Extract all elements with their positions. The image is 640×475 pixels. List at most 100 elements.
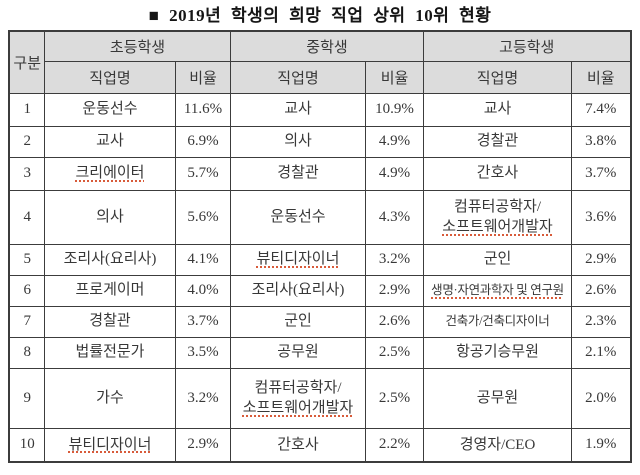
job-text: 소프트웨어개발자 (442, 219, 553, 235)
job-cell: 항공기승무원 (423, 336, 572, 369)
job-text: 컴퓨터공학자/ (454, 198, 541, 215)
ratio-cell: 2.5% (365, 367, 424, 429)
job-cell: 공무원 (230, 336, 366, 369)
ratio-cell: 1.9% (570, 427, 632, 463)
job-cell: 법률전문가 (43, 336, 176, 369)
rank-cell: 10 (8, 427, 45, 463)
table-row: 9 가수 3.2% 컴퓨터공학자/소프트웨어개발자 2.5% 공무원 2.0% (8, 367, 632, 429)
job-text: 공무원 (277, 344, 319, 361)
ratio-cell: 2.3% (570, 305, 632, 338)
rank-cell: 1 (8, 92, 45, 127)
corner-header-cell: 구분 (8, 30, 45, 94)
job-text: 뷰티디자이너 (68, 436, 152, 453)
job-cell: 간호사 (230, 427, 366, 463)
job-text: 경찰관 (89, 313, 131, 330)
job-cell: 운동선수 (230, 189, 366, 245)
job-cell: 크리에이터 (43, 156, 176, 191)
table-row: 3 크리에이터 5.7% 경찰관 4.9% 간호사 3.7% (8, 156, 632, 191)
job-text: 조리사(요리사) (63, 251, 157, 268)
job-text: 뷰티디자이너 (256, 251, 340, 268)
ratio-cell: 3.5% (174, 336, 232, 369)
job-text: 교사 (284, 101, 312, 118)
table-row: 10 뷰티디자이너 2.9% 간호사 2.2% 경영자/CEO 1.9% (8, 427, 632, 463)
ratio-cell: 4.3% (365, 189, 424, 245)
table-row: 8 법률전문가 3.5% 공무원 2.5% 항공기승무원 2.1% (8, 336, 632, 369)
job-text: 간호사 (476, 165, 519, 182)
job-text: 컴퓨터공학자/ (254, 379, 342, 396)
ratio-cell: 2.6% (570, 274, 632, 307)
job-cell: 군인 (423, 243, 572, 276)
job-text: 건축가/건축디자이너 (445, 314, 550, 329)
ratio-cell: 3.6% (570, 189, 632, 245)
job-text: 교사 (483, 101, 512, 118)
table-row: 4 의사 5.6% 운동선수 4.3% 컴퓨터공학자/소프트웨어개발자 3.6% (8, 189, 632, 245)
table-row: 6 프로게이머 4.0% 조리사(요리사) 2.9% 생명·자연과학자 및 연구원 2.6% (8, 274, 632, 307)
job-cell: 컴퓨터공학자/소프트웨어개발자 (423, 189, 572, 245)
job-header-cell: 직업명 (43, 60, 176, 94)
ratio-cell: 10.9% (365, 92, 424, 127)
ratio-cell: 2.5% (365, 336, 424, 369)
job-cell: 교사 (230, 92, 366, 127)
rank-cell: 6 (8, 274, 45, 307)
job-cell: 조리사(요리사) (43, 243, 176, 276)
ratio-header-cell: 비율 (570, 60, 632, 94)
ratio-cell: 3.2% (174, 367, 232, 429)
ratio-header-cell: 비율 (365, 60, 424, 94)
rank-cell: 4 (8, 189, 45, 245)
ratio-cell: 2.9% (570, 243, 632, 276)
job-text: 간호사 (277, 436, 319, 453)
ratio-header-cell: 비율 (174, 60, 232, 94)
job-header-cell: 직업명 (423, 60, 572, 94)
job-text: 군인 (284, 313, 312, 330)
job-text: 경찰관 (277, 165, 319, 182)
sub-header-row: 직업명 비율 직업명 비율 직업명 비율 (9, 60, 632, 94)
ratio-cell: 4.9% (365, 156, 424, 191)
ratio-cell: 2.2% (365, 427, 424, 463)
ratio-cell: 4.9% (365, 125, 424, 158)
ratio-cell: 4.0% (174, 274, 232, 307)
job-cell: 뷰티디자이너 (230, 243, 366, 276)
job-cell: 경찰관 (423, 125, 572, 158)
ratio-cell: 2.9% (365, 274, 424, 307)
job-text: 경찰관 (476, 133, 519, 150)
ratio-cell: 5.6% (174, 189, 232, 245)
job-text: 교사 (96, 133, 124, 150)
table-body: 1 운동선수 11.6% 교사 10.9% 교사 7.4% 2 교사 6.9% 의사 4.9% 경찰관 3… (8, 92, 632, 463)
job-cell: 생명·자연과학자 및 연구원 (423, 274, 572, 307)
ratio-cell: 3.7% (570, 156, 632, 191)
ratio-cell: 3.7% (174, 305, 232, 338)
table-row: 7 경찰관 3.7% 군인 2.6% 건축가/건축디자이너 2.3% (8, 305, 632, 338)
job-cell: 교사 (43, 125, 176, 158)
ratio-cell: 3.2% (365, 243, 424, 276)
job-cell: 경찰관 (43, 305, 176, 338)
job-cell: 경찰관 (230, 156, 366, 191)
job-text: 크리에이터 (75, 165, 145, 182)
job-cell: 의사 (230, 125, 366, 158)
ratio-cell: 11.6% (174, 92, 232, 127)
page-title: ■ 2019년 학생의 희망 직업 상위 10위 현황 (148, 6, 492, 25)
ratio-cell: 5.7% (174, 156, 232, 191)
job-cell: 경영자/CEO (423, 427, 572, 463)
job-text: 의사 (96, 208, 124, 225)
group-header-high: 고등학생 (422, 30, 632, 62)
ratio-cell: 2.0% (570, 367, 632, 429)
rank-cell: 3 (8, 156, 45, 191)
ratio-cell: 6.9% (174, 125, 232, 158)
table-row: 5 조리사(요리사) 4.1% 뷰티디자이너 3.2% 군인 2.9% (8, 243, 632, 276)
ratio-cell: 3.8% (570, 125, 632, 158)
job-cell: 컴퓨터공학자/소프트웨어개발자 (230, 367, 366, 429)
job-cell: 뷰티디자이너 (43, 427, 176, 463)
job-text: 경영자/CEO (459, 436, 536, 453)
job-cell: 가수 (43, 367, 176, 429)
job-text: 공무원 (476, 389, 519, 406)
job-text: 항공기승무원 (456, 344, 539, 361)
rank-cell: 8 (8, 336, 45, 369)
group-header-row: 구분 초등학생 중학생 고등학생 (8, 30, 632, 94)
job-text: 소프트웨어개발자 (242, 400, 354, 416)
ratio-cell: 4.1% (174, 243, 232, 276)
job-cell: 운동선수 (43, 92, 176, 127)
job-text: 군인 (483, 251, 512, 268)
job-text: 생명·자연과학자 및 연구원 (431, 283, 564, 298)
group-header-middle: 중학생 (230, 30, 424, 62)
